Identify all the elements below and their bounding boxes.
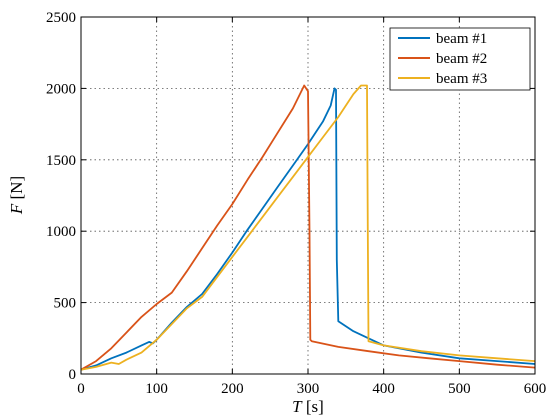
y-tick-label: 1000	[46, 224, 76, 240]
y-tick-label: 500	[54, 296, 77, 312]
x-tick-label: 300	[297, 381, 320, 397]
y-tick-label: 2500	[46, 10, 76, 26]
y-tick-label: 2000	[46, 81, 76, 97]
x-axis-label: T [s]	[292, 397, 324, 416]
series-line-beam-3	[80, 84, 536, 371]
series-lines	[80, 84, 536, 371]
y-tick-label: 1500	[46, 153, 76, 169]
series-line-beam-2	[80, 84, 536, 371]
y-axis-unit: [N]	[7, 176, 26, 200]
legend-label-beam-1: beam #1	[436, 31, 487, 47]
x-tick-label: 500	[448, 381, 471, 397]
y-axis-label: F [N]	[7, 176, 26, 215]
x-tick-label: 200	[221, 381, 244, 397]
legend-label-beam-3: beam #3	[436, 71, 487, 87]
x-tick-label: 600	[524, 381, 547, 397]
axis-ticks: 0 100 200 300 400 500 600 0 500 1000 1500 2000 2500	[46, 10, 546, 397]
x-tick-label: 100	[145, 381, 168, 397]
legend: beam #1 beam #2 beam #3	[389, 27, 531, 91]
x-axis-unit: [s]	[306, 397, 324, 416]
x-tick-label: 400	[372, 381, 395, 397]
x-axis-variable: T	[292, 397, 303, 416]
legend-label-beam-2: beam #2	[436, 51, 487, 67]
y-axis-variable: F	[7, 203, 26, 215]
x-tick-label: 0	[77, 381, 85, 397]
y-tick-label: 0	[69, 367, 77, 383]
